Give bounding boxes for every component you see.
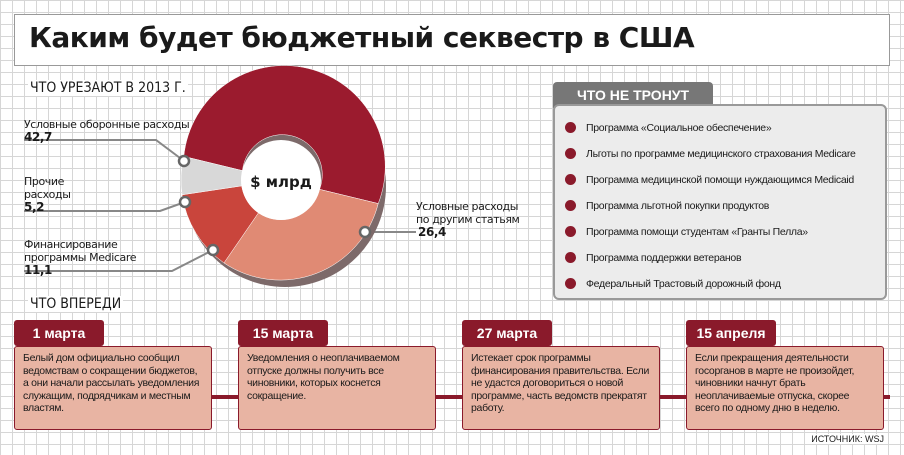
keep-item-text: Программа «Социальное обеспечение» (586, 122, 772, 134)
timeline-date: 15 апреля (686, 320, 776, 346)
source-note: ИСТОЧНИК: WSJ (809, 434, 886, 444)
center-label: $ млрд (250, 173, 312, 191)
label-defense-value: 42,7 (24, 130, 53, 144)
donut-slice-0 (183, 65, 386, 204)
bullet-icon (565, 225, 576, 237)
label-defense-name: Условные оборонные расходы (24, 118, 190, 131)
bullet-icon (565, 199, 576, 211)
leader-dot-2 (206, 243, 220, 257)
timeline-date: 15 марта (238, 320, 328, 346)
timeline-box: Белый дом официально сообщил ведомствам … (14, 346, 212, 430)
bullet-icon (565, 121, 576, 133)
page-title: Каким будет бюджетный секвестр в США (29, 21, 695, 54)
leader-dot-0 (177, 154, 191, 168)
title-box: Каким будет бюджетный секвестр в США (14, 14, 890, 66)
keep-tab: ЧТО НЕ ТРОНУТ (553, 82, 713, 108)
leader-line-2 (24, 249, 214, 272)
ahead-heading: ЧТО ВПЕРЕДИ (28, 296, 124, 312)
label-medicare: Финансирование программы Medicare 11,1 (24, 238, 137, 277)
bullet-icon (565, 251, 576, 263)
label-other-value: 5,2 (24, 200, 45, 214)
keep-item: Программа льготной покупки продуктов (565, 198, 769, 214)
leader-dot-3 (358, 225, 372, 239)
label-medicare-name-2: программы Medicare (24, 251, 137, 264)
leader-lines (24, 139, 416, 272)
keep-item: Федеральный Трастовый дорожный фонд (565, 276, 781, 292)
bullet-icon (565, 277, 576, 289)
keep-item-text: Льготы по программе медицинского страхов… (586, 148, 856, 160)
timeline-line (14, 395, 890, 399)
keep-item: Программа «Социальное обеспечение» (565, 120, 772, 136)
donut-slices (180, 65, 386, 287)
timeline-box: Истекает срок программы финансирования п… (462, 346, 660, 430)
keep-item-text: Программа льготной покупки продуктов (586, 200, 770, 212)
keep-item: Программа медицинской помощи нуждающимся… (565, 172, 854, 188)
keep-item-text: Программа медицинской помощи нуждающимся… (586, 174, 854, 186)
keep-item-text: Федеральный Трастовый дорожный фонд (586, 278, 781, 290)
timeline-date: 1 марта (14, 320, 104, 346)
keep-item: Льготы по программе медицинского страхов… (565, 146, 856, 162)
label-rest-name-2: по другим статьям (416, 213, 520, 226)
label-other-name-1: Прочие (24, 175, 64, 188)
keep-item-text: Программа помощи студентам «Гранты Пелла… (586, 226, 808, 238)
label-medicare-value: 11,1 (24, 263, 53, 277)
label-medicare-name-1: Финансирование (24, 238, 118, 251)
leader-dot-1 (178, 195, 192, 209)
keep-panel: Программа «Социальное обеспечение» Льгот… (553, 104, 887, 300)
keep-item-text: Программа поддержки ветеранов (586, 252, 742, 264)
label-other-name-2: расходы (24, 188, 71, 201)
leader-line-1 (24, 201, 186, 212)
label-defense: Условные оборонные расходы 42,7 (24, 118, 190, 144)
label-other: Прочие расходы 5,2 (24, 175, 71, 214)
bullet-icon (565, 173, 576, 185)
timeline-date: 27 марта (462, 320, 552, 346)
keep-item: Программа поддержки ветеранов (565, 250, 742, 266)
cuts-heading: ЧТО УРЕЗАЮТ В 2013 Г. (28, 80, 188, 96)
keep-item: Программа помощи студентам «Гранты Пелла… (565, 224, 808, 240)
leader-line-0 (24, 139, 185, 162)
donut-hole (241, 140, 321, 220)
label-rest-name-1: Условные расходы (416, 200, 519, 213)
timeline-box: Уведомления о неоплачиваемом отпуске дол… (238, 346, 436, 430)
label-rest: Условные расходы по другим статьям 26,4 (416, 200, 520, 239)
timeline-box: Если прекращения деятельности госорганов… (686, 346, 884, 430)
bullet-icon (565, 147, 576, 159)
label-rest-value: 26,4 (418, 225, 447, 239)
